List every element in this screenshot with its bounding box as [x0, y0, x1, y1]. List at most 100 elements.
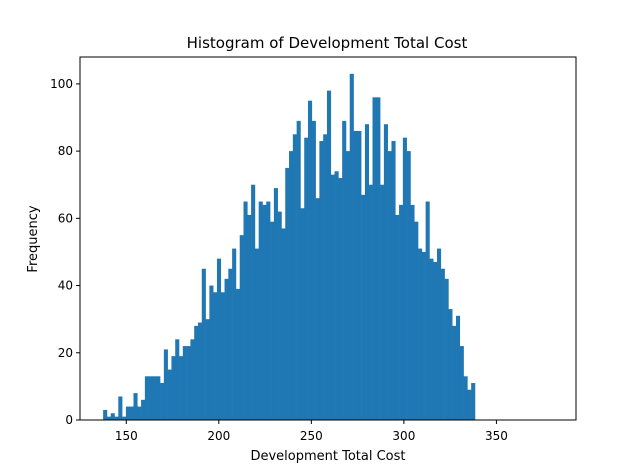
histogram-bar [311, 120, 316, 421]
histogram-bar [118, 396, 123, 420]
x-tick-label: 250 [300, 429, 323, 443]
y-tick-label: 20 [58, 346, 73, 360]
histogram-bar [205, 319, 210, 420]
x-tick-label: 350 [485, 429, 508, 443]
histogram-bar [209, 285, 214, 420]
histogram-bar [330, 174, 335, 420]
histogram-bar [179, 356, 184, 420]
histogram-bar [376, 97, 381, 420]
y-tick-label: 80 [58, 144, 73, 158]
histogram-bar [304, 137, 309, 421]
y-tick-label: 40 [58, 279, 73, 293]
histogram-bar [175, 339, 180, 420]
histogram-bar [372, 97, 377, 420]
histogram-bar [281, 228, 286, 420]
y-axis: 0 20 40 60 80 100 [50, 77, 80, 427]
histogram-bar [391, 141, 396, 420]
histogram-bar [452, 325, 457, 420]
y-tick-label: 60 [58, 211, 73, 225]
histogram-bar [262, 204, 267, 420]
histogram-bar [471, 383, 476, 420]
histogram-bar [247, 214, 252, 420]
histogram-bar [251, 184, 256, 420]
histogram-bar [239, 235, 244, 420]
histogram-bar [395, 214, 400, 420]
histogram-bar [167, 369, 172, 420]
histogram-bar [414, 221, 419, 420]
histogram-bar [216, 258, 222, 420]
histogram-bar [258, 201, 263, 420]
histogram-bar [364, 124, 370, 420]
histogram-bar [270, 221, 275, 420]
x-tick-label: 300 [392, 429, 415, 443]
plot-frame [79, 56, 577, 421]
histogram-bar [357, 130, 362, 420]
histogram-bar [129, 406, 134, 420]
histogram-bar [334, 171, 339, 420]
histogram-bar [144, 376, 149, 420]
histogram-bar [440, 268, 445, 420]
histogram-bar [213, 292, 218, 420]
histogram-bar [277, 211, 282, 420]
histogram-bar [433, 262, 438, 420]
histogram-bar [463, 376, 468, 420]
histogram-bar [110, 413, 115, 420]
histogram-bar [429, 258, 434, 420]
histogram-bar [103, 409, 108, 420]
histogram-bar [338, 178, 343, 420]
histogram-bar [418, 248, 423, 420]
histogram-bar [201, 268, 206, 420]
histogram-bar [171, 356, 176, 420]
chart-title: Histogram of Development Total Cost [187, 34, 468, 52]
histogram-bar [160, 383, 165, 420]
histogram-bars [103, 73, 476, 421]
histogram-bar [152, 376, 157, 420]
histogram-bar [122, 416, 127, 420]
histogram-bar [220, 292, 225, 420]
histogram-bar [114, 416, 119, 420]
histogram-bar [182, 346, 187, 420]
histogram-bar [380, 184, 385, 420]
histogram-bar [361, 194, 366, 420]
y-axis-title: Frequency [26, 205, 41, 272]
histogram-bar [273, 188, 278, 420]
histogram-bar [448, 309, 453, 420]
histogram-bar [228, 268, 233, 420]
x-axis-title: Development Total Cost [250, 449, 405, 464]
histogram-bar [254, 248, 259, 420]
histogram-bar [300, 208, 305, 420]
histogram-bar [410, 204, 415, 420]
histogram-bar [296, 120, 301, 421]
histogram-bar [148, 376, 153, 420]
histogram-bar [106, 416, 112, 420]
histogram-bar [345, 151, 351, 421]
histogram-bar [156, 376, 161, 420]
x-axis: 150 200 250 300 350 [115, 420, 508, 443]
histogram-bar [319, 141, 324, 420]
histogram-bar [186, 346, 191, 420]
histogram-bar [444, 278, 449, 420]
histogram-bar [402, 137, 407, 421]
histogram-bar [224, 278, 229, 420]
histogram-bar [163, 349, 168, 420]
histogram-bar [406, 151, 411, 421]
histogram-bar [235, 288, 241, 420]
histogram-bar [232, 248, 237, 420]
histogram-bar [353, 130, 358, 420]
histogram-bar [326, 90, 332, 421]
histogram-bar [421, 251, 426, 420]
histogram-bar [425, 201, 430, 420]
histogram-bar [467, 389, 472, 420]
histogram-bar [190, 339, 195, 420]
histogram-bar [289, 151, 294, 421]
histogram-bar [141, 399, 146, 420]
histogram-bar [399, 204, 404, 420]
histogram-bar [197, 322, 203, 420]
histogram-bar [308, 100, 313, 420]
histogram-bar [387, 151, 392, 421]
histogram-bar [383, 124, 388, 420]
histogram-bar [342, 120, 347, 421]
y-tick-label: 100 [50, 77, 73, 91]
histogram-bar [368, 184, 373, 420]
